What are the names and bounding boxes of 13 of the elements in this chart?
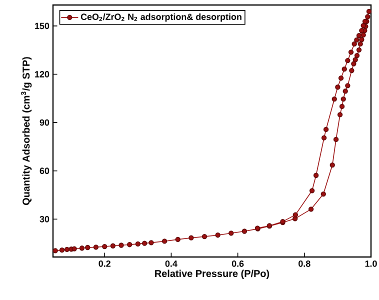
- x-tick-label: 1.0: [365, 260, 377, 267]
- x-tick-label: 0.8: [298, 260, 310, 267]
- legend-label: CeO$_{2}$/ZrO$_{2}$ N$_{2}$ adsorption& desorption: [80, 13, 242, 22]
- y-tick-label: 60: [40, 168, 50, 174]
- x-axis-title: Relative Pressure (P/Po): [155, 270, 270, 280]
- y-tick-label: 90: [40, 119, 50, 126]
- y-tick-label: 150: [35, 22, 50, 30]
- y-tick-label: 120: [35, 71, 50, 78]
- x-tick-label: 0.6: [232, 260, 244, 267]
- y-axis-title: Quantity Adsorbed (cm$^{3}$/g STP): [21, 57, 32, 206]
- x-tick-label: 0.4: [165, 260, 178, 267]
- x-tick-label: 0.2: [98, 260, 110, 267]
- y-tick-label: 30: [40, 216, 50, 222]
